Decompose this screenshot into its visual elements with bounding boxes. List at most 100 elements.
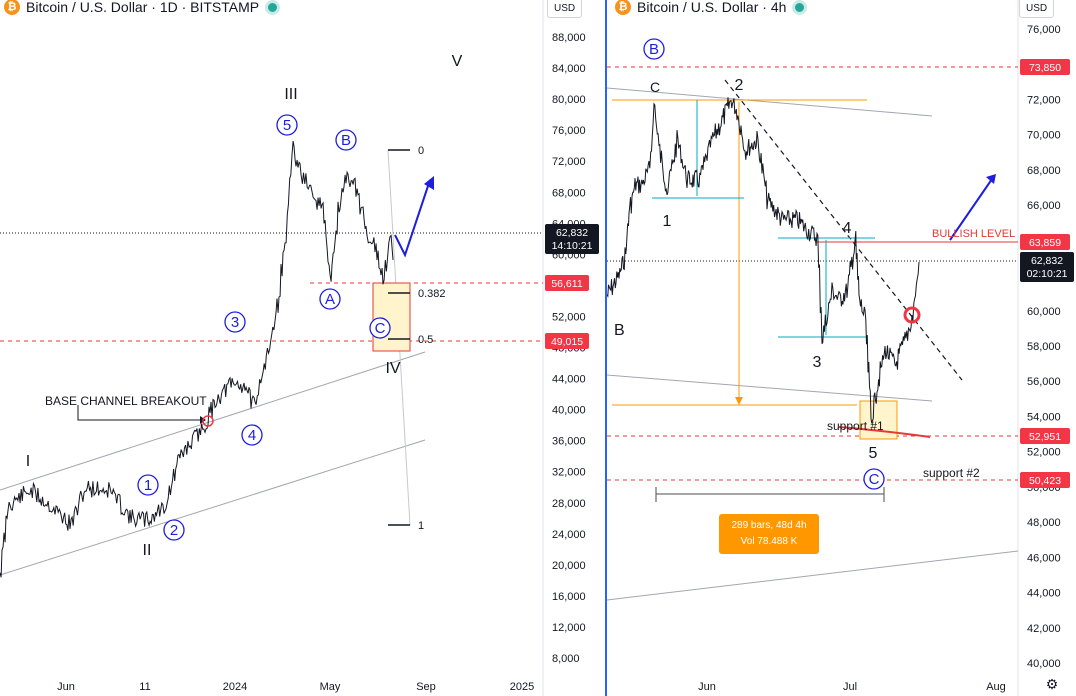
range-volume-text: Vol 78.488 K bbox=[740, 536, 798, 547]
fib0-label: 0 bbox=[418, 145, 424, 157]
wave-B-circle bbox=[335, 129, 357, 151]
y-tick-label: 56,000 bbox=[1027, 376, 1061, 388]
level-tag-73850-bg bbox=[1020, 59, 1070, 75]
bitcoin-coin-icon: ₿ bbox=[615, 0, 631, 15]
y-tick-label: 32,000 bbox=[552, 467, 586, 479]
breakout-arrow-line bbox=[77, 405, 200, 421]
price-tag-bg bbox=[545, 224, 599, 254]
breakout-marker bbox=[903, 306, 921, 324]
settings-gear-icon[interactable]: ⚙ bbox=[1045, 676, 1059, 692]
x-tick-label: Jun bbox=[57, 681, 75, 693]
level-tag-63859: 63,859 bbox=[1029, 237, 1061, 249]
y-tick-label: 40,000 bbox=[1027, 658, 1061, 670]
wave-IV: IV bbox=[385, 360, 400, 377]
y-tick-label: 72,000 bbox=[552, 156, 586, 168]
level-tag-52951: 52,951 bbox=[1029, 431, 1061, 443]
wave-3-circle bbox=[224, 311, 246, 333]
wave-1: 1 bbox=[663, 213, 672, 230]
breakout-annotation: BASE CHANNEL BREAKOUT bbox=[45, 394, 207, 408]
projection-arrow-head bbox=[424, 176, 434, 190]
lower-channel-line bbox=[0, 439, 426, 576]
support-2-label: support #2 bbox=[923, 466, 980, 480]
level-tag-56611-bg bbox=[545, 275, 589, 291]
y-tick-label: 44,000 bbox=[552, 374, 586, 386]
daily-chart-panel[interactable]: 88,00084,00080,00076,00072,00068,00064,0… bbox=[0, 0, 606, 696]
level-tag-49015-bg bbox=[545, 333, 589, 349]
wave-2-circle bbox=[163, 519, 185, 541]
bullish-level-label: BULLISH LEVEL bbox=[932, 228, 1015, 240]
market-open-dot-icon bbox=[792, 0, 808, 15]
price-tag-countdown: 02:10:21 bbox=[1027, 268, 1068, 280]
lower-channel-line bbox=[607, 374, 933, 402]
projection-arrow bbox=[949, 178, 993, 241]
wave-5: 5 bbox=[283, 117, 291, 134]
breakout-marker bbox=[202, 415, 214, 427]
support-1-label: support #1 bbox=[827, 419, 884, 433]
y-tick-label: 76,000 bbox=[552, 125, 586, 137]
level-tag-73850: 73,850 bbox=[1029, 62, 1061, 74]
projection-arrow-head bbox=[986, 174, 996, 184]
4h-chart-canvas[interactable]: 76,00074,00072,00070,00068,00066,00064,0… bbox=[607, 0, 1076, 696]
y-tick-label: 52,000 bbox=[1027, 447, 1061, 459]
4h-symbol-title[interactable]: Bitcoin / U.S. Dollar · 4h bbox=[637, 0, 787, 15]
wave-4-circle bbox=[241, 424, 263, 446]
wave-V: V bbox=[452, 53, 463, 70]
y-tick-label: 66,000 bbox=[1027, 200, 1061, 212]
y-tick-label: 12,000 bbox=[552, 622, 586, 634]
bitcoin-coin-icon: ₿ bbox=[4, 0, 20, 15]
wave-1-circle bbox=[137, 474, 159, 496]
y-tick-label: 24,000 bbox=[552, 529, 586, 541]
y-tick-label: 58,000 bbox=[1027, 341, 1061, 353]
x-tick-label: Aug bbox=[986, 681, 1006, 693]
daily-price-series bbox=[0, 141, 394, 578]
wave-5: 5 bbox=[869, 445, 878, 462]
x-tick-label: May bbox=[320, 681, 341, 693]
down-trendline bbox=[724, 79, 963, 381]
x-tick-label: 2025 bbox=[510, 681, 534, 693]
daily-symbol-title[interactable]: Bitcoin / U.S. Dollar · 1D · BITSTAMP bbox=[26, 0, 260, 15]
range-bars-text: 289 bars, 48d 4h bbox=[731, 520, 807, 531]
wave-B-circle-circle bbox=[643, 38, 665, 60]
fib1-label: 1 bbox=[418, 520, 424, 532]
daily-chart-header: ₿ Bitcoin / U.S. Dollar · 1D · BITSTAMP bbox=[4, 0, 281, 17]
y-tick-label: 28,000 bbox=[552, 498, 586, 510]
wave-A-circle bbox=[319, 288, 341, 310]
measure-arrow-head bbox=[735, 397, 743, 405]
daily-chart-canvas[interactable]: 88,00084,00080,00076,00072,00068,00064,0… bbox=[0, 0, 606, 696]
currency-button[interactable]: USD bbox=[547, 0, 583, 18]
wave-III: III bbox=[284, 86, 297, 103]
fib382-label: 0.382 bbox=[418, 288, 446, 300]
wave-3: 3 bbox=[231, 314, 239, 331]
price-tag-value: 62,832 bbox=[1031, 255, 1063, 267]
price-tag-value: 62,832 bbox=[556, 227, 588, 239]
y-tick-label: 44,000 bbox=[1027, 588, 1061, 600]
y-tick-label: 20,000 bbox=[552, 560, 586, 572]
currency-button[interactable]: USD bbox=[1019, 0, 1055, 18]
y-tick-label: 72,000 bbox=[1027, 94, 1061, 106]
wave-2: 2 bbox=[170, 522, 178, 539]
y-tick-label: 52,000 bbox=[552, 311, 586, 323]
price-tag-countdown: 14:10:21 bbox=[552, 240, 593, 252]
wave-4: 4 bbox=[843, 220, 852, 237]
x-tick-label: Sep bbox=[416, 681, 436, 693]
wave-C-circle: C bbox=[869, 471, 880, 488]
panel-divider[interactable] bbox=[605, 0, 607, 696]
y-tick-label: 42,000 bbox=[1027, 623, 1061, 635]
wave-B: B bbox=[614, 322, 625, 339]
level-tag-63859-bg bbox=[1020, 234, 1070, 250]
level-tag-50423: 50,423 bbox=[1029, 475, 1061, 487]
4h-chart-panel[interactable]: 76,00074,00072,00070,00068,00066,00064,0… bbox=[607, 0, 1076, 696]
x-tick-label: 11 bbox=[139, 681, 150, 693]
wave-5-circle bbox=[276, 114, 298, 136]
wave-II: II bbox=[143, 542, 152, 559]
y-tick-label: 46,000 bbox=[1027, 552, 1061, 564]
y-tick-label: 70,000 bbox=[1027, 130, 1061, 142]
wave-4: 4 bbox=[248, 427, 256, 444]
y-tick-label: 54,000 bbox=[1027, 411, 1061, 423]
y-tick-label: 84,000 bbox=[552, 63, 586, 75]
y-tick-label: 40,000 bbox=[552, 405, 586, 417]
wave-C-circle-circle bbox=[863, 468, 885, 490]
range-measure-info: 289 bars, 48d 4h Vol 78.488 K bbox=[719, 514, 819, 554]
upper-channel-line bbox=[607, 87, 933, 117]
4h-chart-header: ₿ Bitcoin / U.S. Dollar · 4h bbox=[615, 0, 808, 17]
